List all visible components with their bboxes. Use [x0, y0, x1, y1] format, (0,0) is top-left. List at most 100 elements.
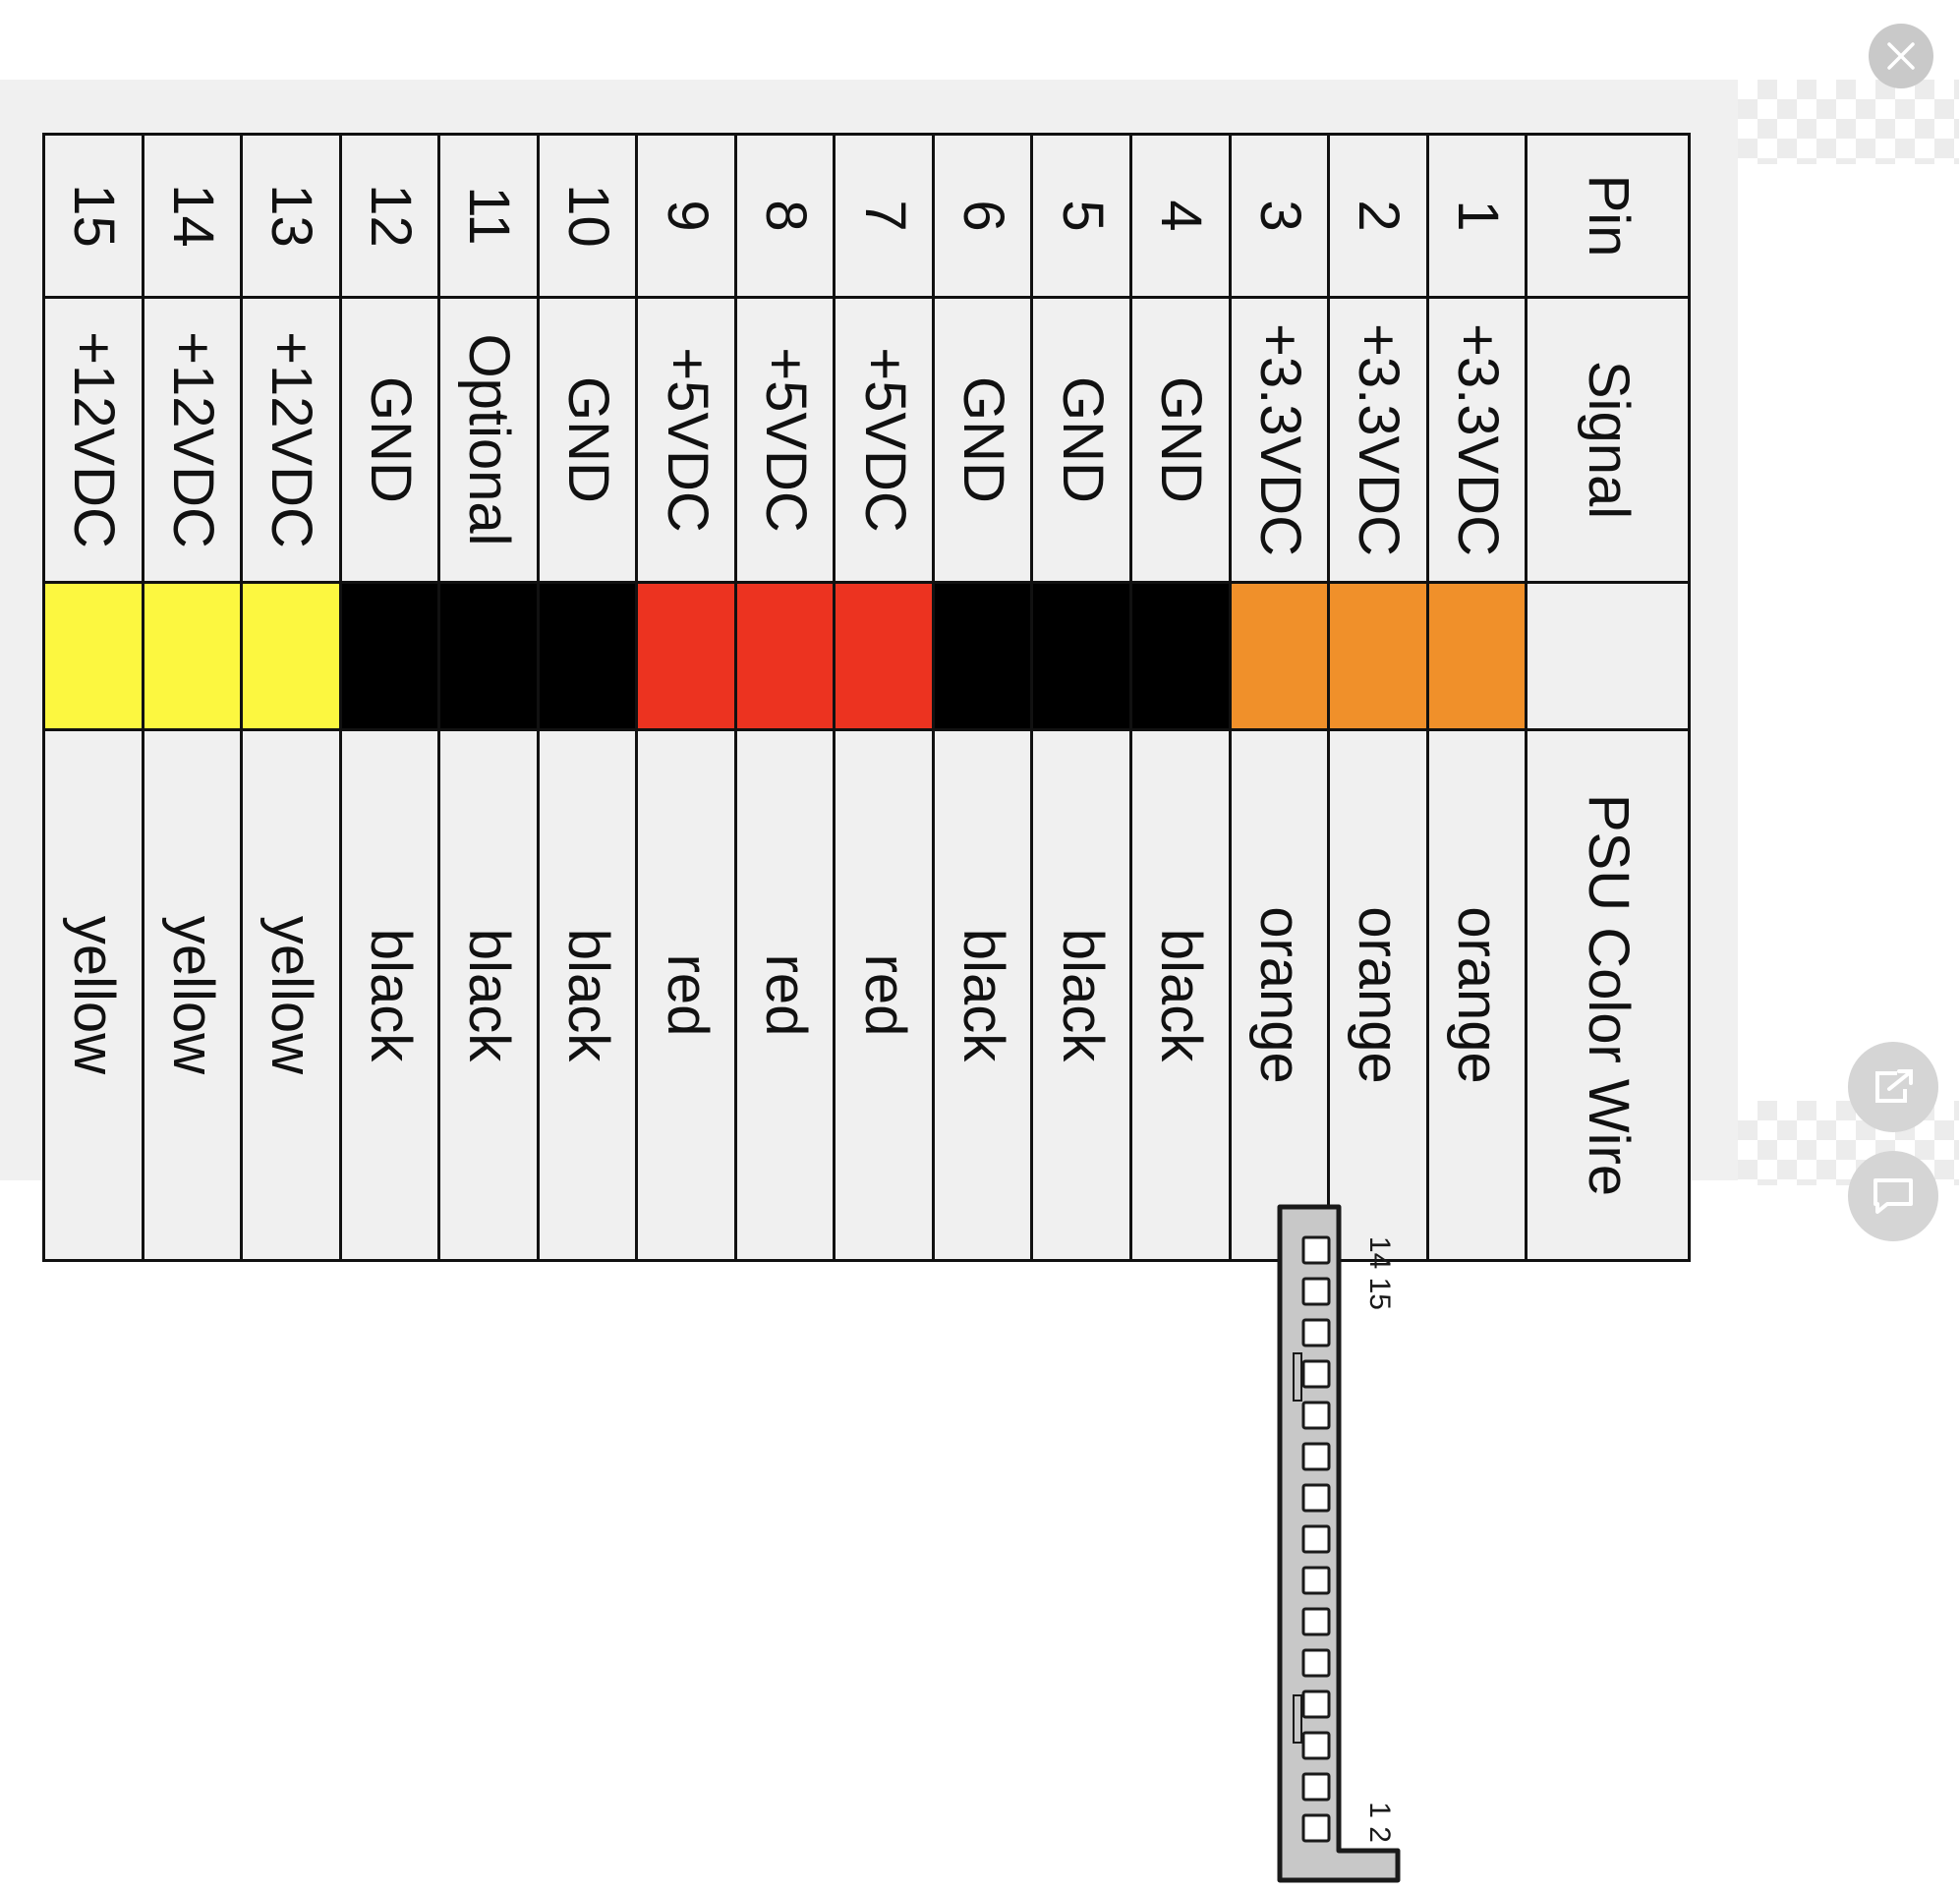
- color-swatch-cell: [636, 582, 736, 730]
- header-signal: Signal: [1526, 297, 1690, 583]
- pin-number-cell: 3: [1230, 134, 1329, 298]
- signal-cell: +5VDC: [636, 297, 736, 583]
- connector-pin: [1301, 1813, 1331, 1843]
- connector-pin: [1301, 1607, 1331, 1636]
- wire-color-cell: black: [538, 729, 637, 1261]
- pin-number-cell: 5: [1031, 134, 1131, 298]
- connector-pin: [1301, 1359, 1331, 1389]
- signal-cell: GND: [340, 297, 439, 583]
- pin-number-cell: 4: [1130, 134, 1231, 298]
- pin-number-cell: 12: [340, 134, 439, 298]
- wire-color-cell: black: [340, 729, 439, 1261]
- table-row: 13 +12VDC yellow: [241, 134, 341, 1261]
- table-row: 2 +3.3VDC orange: [1328, 134, 1428, 1261]
- pin-number-cell: 8: [735, 134, 835, 298]
- pin-number-cell: 11: [438, 134, 539, 298]
- connector-diagram: 1 2 14 15: [1277, 1204, 1401, 1883]
- color-swatch-cell: [43, 582, 144, 730]
- signal-cell: +12VDC: [43, 297, 144, 583]
- header-pin: Pin: [1526, 134, 1690, 298]
- table-row: 12 GND black: [340, 134, 439, 1261]
- table-row: 3 +3.3VDC orange: [1230, 134, 1329, 1261]
- table-row: 8 +5VDC red: [735, 134, 835, 1261]
- pin-number-cell: 15: [43, 134, 144, 298]
- connector-label-end: 14 15: [1363, 1236, 1396, 1310]
- table-row: 10 GND black: [538, 134, 637, 1261]
- wire-color-cell: black: [933, 729, 1032, 1261]
- connector-pin: [1301, 1524, 1331, 1554]
- connector-pin: [1301, 1772, 1331, 1802]
- share-icon: [1875, 1069, 1913, 1103]
- connector-pin: [1301, 1648, 1331, 1678]
- table-row: 1 +3.3VDC orange: [1427, 134, 1527, 1261]
- table-row: 4 GND black: [1130, 134, 1231, 1261]
- color-swatch-cell: [241, 582, 341, 730]
- connector-pin: [1301, 1690, 1331, 1719]
- table-row: 6 GND black: [933, 134, 1032, 1261]
- rotated-pinout-image: Pin Signal PSU Color Wire 1 +3.3VDC orange…: [42, 133, 1691, 1883]
- header-wire: PSU Color Wire: [1526, 729, 1690, 1261]
- pin-number-cell: 13: [241, 134, 341, 298]
- header-color: [1526, 582, 1690, 730]
- table-row: 15 +12VDC yellow: [43, 134, 144, 1261]
- pinout-table: Pin Signal PSU Color Wire 1 +3.3VDC orange…: [42, 133, 1691, 1262]
- wire-color-cell: red: [636, 729, 736, 1261]
- pin-number-cell: 1: [1427, 134, 1527, 298]
- signal-cell: +5VDC: [834, 297, 934, 583]
- pin-number-cell: 9: [636, 134, 736, 298]
- pin-number-cell: 6: [933, 134, 1032, 298]
- color-swatch-cell: [735, 582, 835, 730]
- color-swatch-cell: [143, 582, 242, 730]
- comment-icon: [1874, 1178, 1913, 1214]
- signal-cell: GND: [933, 297, 1032, 583]
- pin-number-cell: 2: [1328, 134, 1428, 298]
- color-swatch-cell: [1130, 582, 1231, 730]
- comment-button[interactable]: [1848, 1151, 1938, 1241]
- color-swatch-cell: [1230, 582, 1329, 730]
- color-swatch-cell: [1328, 582, 1428, 730]
- pin-number-cell: 10: [538, 134, 637, 298]
- connector-key: [1293, 1694, 1302, 1744]
- wire-color-cell: black: [1031, 729, 1131, 1261]
- close-icon: [1887, 42, 1915, 70]
- signal-cell: GND: [1031, 297, 1131, 583]
- connector-pin: [1301, 1566, 1331, 1595]
- table-header-row: Pin Signal PSU Color Wire: [1526, 134, 1690, 1261]
- connector-key: [1293, 1352, 1302, 1402]
- color-swatch-cell: [834, 582, 934, 730]
- color-swatch-cell: [538, 582, 637, 730]
- table-row: 5 GND black: [1031, 134, 1131, 1261]
- color-swatch-cell: [1031, 582, 1131, 730]
- signal-cell: GND: [1130, 297, 1231, 583]
- pin-number-cell: 7: [834, 134, 934, 298]
- connector-pin: [1301, 1401, 1331, 1430]
- wire-color-cell: yellow: [241, 729, 341, 1261]
- share-button[interactable]: [1848, 1042, 1938, 1132]
- connector-label-start: 1 2: [1363, 1802, 1396, 1843]
- signal-cell: +5VDC: [735, 297, 835, 583]
- color-swatch-cell: [340, 582, 439, 730]
- wire-color-cell: black: [1130, 729, 1231, 1261]
- connector-pin: [1301, 1483, 1331, 1513]
- close-button[interactable]: [1869, 24, 1933, 88]
- checker-pattern-top: [1738, 80, 1959, 164]
- wire-color-cell: yellow: [43, 729, 144, 1261]
- wire-color-cell: red: [735, 729, 835, 1261]
- table-row: 14 +12VDC yellow: [143, 134, 242, 1261]
- connector-pin: [1301, 1442, 1331, 1471]
- signal-cell: +12VDC: [143, 297, 242, 583]
- table-row: 9 +5VDC red: [636, 134, 736, 1261]
- signal-cell: +3.3VDC: [1328, 297, 1428, 583]
- signal-cell: +3.3VDC: [1230, 297, 1329, 583]
- wire-color-cell: orange: [1427, 729, 1527, 1261]
- color-swatch-cell: [438, 582, 539, 730]
- table-row: 11 Optional black: [438, 134, 539, 1261]
- wire-color-cell: black: [438, 729, 539, 1261]
- wire-color-cell: yellow: [143, 729, 242, 1261]
- connector-pin: [1301, 1277, 1331, 1306]
- signal-cell: Optional: [438, 297, 539, 583]
- wire-color-cell: red: [834, 729, 934, 1261]
- color-swatch-cell: [1427, 582, 1527, 730]
- signal-cell: +3.3VDC: [1427, 297, 1527, 583]
- connector-pin: [1301, 1318, 1331, 1347]
